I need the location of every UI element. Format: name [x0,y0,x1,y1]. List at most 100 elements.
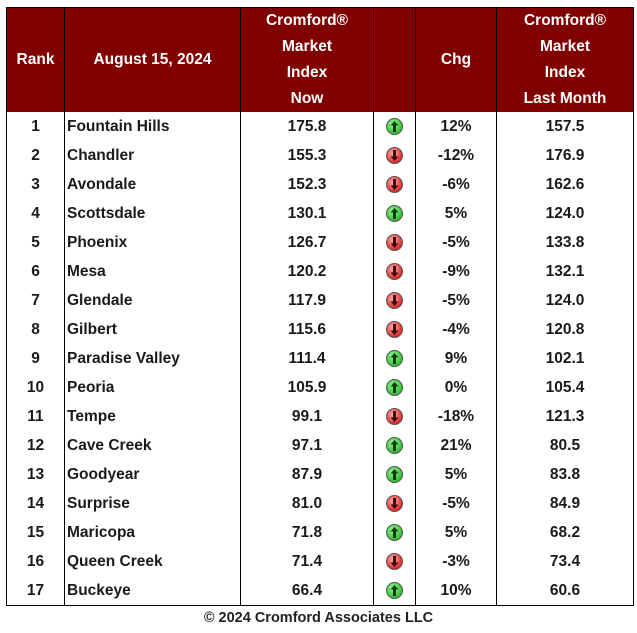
table-row: 1 Fountain Hills 175.8 12% 157.5 [6,112,634,141]
change-percent-cell: -18% [415,402,497,431]
rank-cell: 11 [6,402,65,431]
table-row: 4 Scottsdale 130.1 5% 124.0 [6,199,634,228]
change-percent-cell: -9% [415,257,497,286]
header-line: Market [540,38,590,55]
green-up-arrow-icon [386,349,403,367]
green-up-arrow-icon [386,436,403,454]
change-percent-cell: 5% [415,199,497,228]
city-name-cell: Gilbert [64,315,241,344]
change-percent-cell: -12% [415,141,497,170]
header-line: Index [286,64,328,81]
rank-cell: 6 [6,257,65,286]
table-row: 7 Glendale 117.9 -5% 124.0 [6,286,634,315]
change-percent-cell: -3% [415,547,497,576]
index-now-cell: 115.6 [240,315,374,344]
table-body: 1 Fountain Hills 175.8 12% 157.5 2 Chandler 155… [6,112,634,606]
city-name-cell: Paradise Valley [64,344,241,373]
header-line: Now [290,90,324,107]
city-name-cell: Avondale [64,170,241,199]
direction-cell [373,170,416,199]
index-now-cell: 105.9 [240,373,374,402]
copyright-footer: © 2024 Cromford Associates LLC [203,610,434,626]
table-row: 13 Goodyear 87.9 5% 83.8 [6,460,634,489]
change-percent-cell: -5% [415,489,497,518]
green-up-arrow-icon [386,378,403,396]
city-name-cell: Peoria [64,373,241,402]
rank-cell: 16 [6,547,65,576]
rank-cell: 8 [6,315,65,344]
market-index-table-container: Rank August 15, 2024 Cromford® Market In… [6,7,634,606]
rank-cell: 13 [6,460,65,489]
index-last-month-cell: 162.6 [496,170,634,199]
rank-cell: 2 [6,141,65,170]
header-chg: Chg [415,7,497,112]
index-last-month-cell: 68.2 [496,518,634,547]
green-up-arrow-icon [386,117,403,135]
table-row: 3 Avondale 152.3 -6% 162.6 [6,170,634,199]
rank-cell: 12 [6,431,65,460]
city-name-cell: Goodyear [64,460,241,489]
table-row: 11 Tempe 99.1 -18% 121.3 [6,402,634,431]
index-last-month-cell: 124.0 [496,199,634,228]
table-row: 10 Peoria 105.9 0% 105.4 [6,373,634,402]
city-name-cell: Phoenix [64,228,241,257]
green-up-arrow-icon [386,523,403,541]
rank-cell: 4 [6,199,65,228]
city-name-cell: Buckeye [64,576,241,606]
index-now-cell: 81.0 [240,489,374,518]
red-down-arrow-icon [386,233,403,251]
market-index-table: Rank August 15, 2024 Cromford® Market In… [6,7,634,606]
index-now-cell: 152.3 [240,170,374,199]
index-last-month-cell: 157.5 [496,112,634,141]
header-index-now: Cromford® Market Index Now [240,7,374,112]
green-up-arrow-icon [386,204,403,222]
city-name-cell: Glendale [64,286,241,315]
index-last-month-cell: 83.8 [496,460,634,489]
change-percent-cell: 10% [415,576,497,606]
table-row: 16 Queen Creek 71.4 -3% 73.4 [6,547,634,576]
change-percent-cell: -5% [415,286,497,315]
city-name-cell: Maricopa [64,518,241,547]
direction-cell [373,228,416,257]
rank-cell: 7 [6,286,65,315]
header-date: August 15, 2024 [64,7,241,112]
index-last-month-cell: 80.5 [496,431,634,460]
direction-cell [373,199,416,228]
red-down-arrow-icon [386,175,403,193]
city-name-cell: Cave Creek [64,431,241,460]
table-row: 8 Gilbert 115.6 -4% 120.8 [6,315,634,344]
table-row: 2 Chandler 155.3 -12% 176.9 [6,141,634,170]
change-percent-cell: 21% [415,431,497,460]
green-up-arrow-icon [386,581,403,599]
table-row: 5 Phoenix 126.7 -5% 133.8 [6,228,634,257]
red-down-arrow-icon [386,320,403,338]
table-header-row: Rank August 15, 2024 Cromford® Market In… [6,7,634,112]
index-now-cell: 87.9 [240,460,374,489]
table-row: 14 Surprise 81.0 -5% 84.9 [6,489,634,518]
direction-cell [373,315,416,344]
rank-cell: 17 [6,576,65,606]
table-row: 15 Maricopa 71.8 5% 68.2 [6,518,634,547]
rank-cell: 5 [6,228,65,257]
header-line: Cromford® [265,12,349,29]
direction-cell [373,286,416,315]
rank-cell: 15 [6,518,65,547]
change-percent-cell: 9% [415,344,497,373]
direction-cell [373,344,416,373]
direction-cell [373,141,416,170]
header-direction [373,7,416,112]
index-now-cell: 111.4 [240,344,374,373]
direction-cell [373,431,416,460]
direction-cell [373,112,416,141]
index-last-month-cell: 124.0 [496,286,634,315]
index-last-month-cell: 120.8 [496,315,634,344]
city-name-cell: Mesa [64,257,241,286]
change-percent-cell: -4% [415,315,497,344]
direction-cell [373,547,416,576]
city-name-cell: Surprise [64,489,241,518]
direction-cell [373,489,416,518]
index-now-cell: 99.1 [240,402,374,431]
change-percent-cell: -6% [415,170,497,199]
change-percent-cell: -5% [415,228,497,257]
header-line: Market [282,38,332,55]
